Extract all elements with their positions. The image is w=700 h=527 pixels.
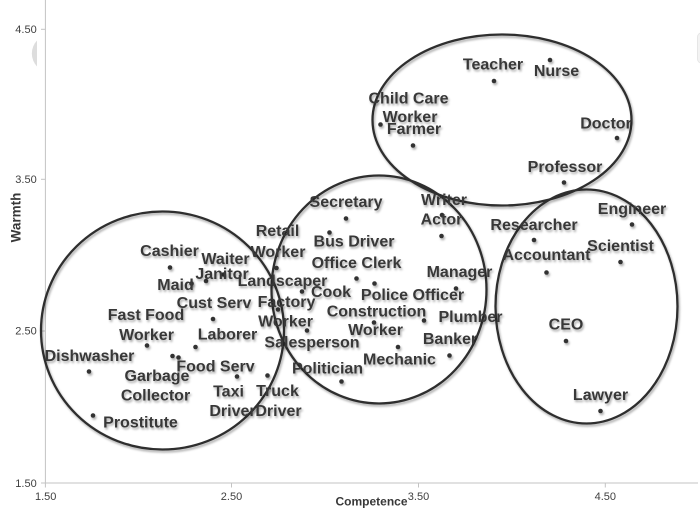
svg-text:Manager: Manager	[427, 264, 493, 281]
svg-text:Fast Food: Fast Food	[108, 307, 184, 324]
svg-text:Police Officer: Police Officer	[361, 287, 464, 304]
svg-text:Dishwasher: Dishwasher	[45, 348, 135, 365]
svg-text:Cust Serv: Cust Serv	[177, 295, 252, 312]
svg-text:Worker: Worker	[251, 244, 306, 261]
svg-text:Mechanic: Mechanic	[363, 351, 436, 368]
svg-text:Professor: Professor	[528, 159, 603, 176]
svg-text:4.50: 4.50	[15, 24, 36, 36]
svg-text:Plumber: Plumber	[438, 309, 502, 326]
svg-text:Researcher: Researcher	[490, 217, 577, 234]
svg-text:Warmth: Warmth	[9, 193, 24, 243]
svg-text:Landscaper: Landscaper	[238, 273, 328, 290]
svg-text:Prostitute: Prostitute	[103, 414, 178, 431]
svg-text:Laborer: Laborer	[198, 326, 258, 343]
svg-text:Office Clerk: Office Clerk	[312, 255, 402, 272]
svg-text:Garbage: Garbage	[125, 368, 190, 385]
svg-text:1.50: 1.50	[35, 491, 56, 503]
svg-text:Engineer: Engineer	[598, 201, 666, 218]
svg-text:Writer: Writer	[421, 192, 467, 209]
svg-text:Lawyer: Lawyer	[573, 387, 628, 404]
svg-text:Retail: Retail	[256, 223, 300, 240]
svg-text:Salesperson: Salesperson	[264, 334, 359, 351]
svg-text:Actor: Actor	[421, 211, 463, 228]
svg-text:Teacher: Teacher	[463, 56, 523, 73]
svg-text:Accountant: Accountant	[503, 247, 592, 264]
svg-text:2.50: 2.50	[221, 491, 242, 503]
svg-text:Farmer: Farmer	[387, 121, 441, 138]
svg-text:Banker: Banker	[423, 331, 477, 348]
svg-text:Driver: Driver	[255, 403, 301, 420]
svg-text:Nurse: Nurse	[534, 63, 579, 80]
svg-text:1.50: 1.50	[15, 478, 36, 490]
svg-text:Politician: Politician	[292, 360, 363, 377]
svg-text:Secretary: Secretary	[310, 194, 383, 211]
svg-text:Cashier: Cashier	[140, 243, 199, 260]
svg-text:2.50: 2.50	[15, 326, 36, 338]
svg-text:CEO: CEO	[549, 316, 584, 333]
svg-text:Taxi: Taxi	[213, 383, 244, 400]
svg-text:Worker: Worker	[119, 327, 174, 344]
svg-text:Factory: Factory	[258, 294, 316, 311]
svg-text:Scientist: Scientist	[587, 238, 654, 255]
svg-text:4.50: 4.50	[595, 491, 616, 503]
svg-text:Worker: Worker	[258, 313, 313, 330]
svg-text:Maid: Maid	[157, 277, 193, 294]
svg-text:Bus Driver: Bus Driver	[314, 233, 395, 250]
svg-text:Doctor: Doctor	[580, 115, 632, 132]
svg-text:3.50: 3.50	[15, 174, 36, 186]
svg-text:Child Care: Child Care	[368, 90, 448, 107]
svg-text:3.50: 3.50	[408, 491, 429, 503]
svg-text:Driver: Driver	[209, 403, 255, 420]
svg-text:Competence: Competence	[335, 495, 407, 509]
svg-text:Collector: Collector	[121, 387, 190, 404]
svg-text:Construction: Construction	[327, 303, 427, 320]
svg-text:Truck: Truck	[256, 383, 299, 400]
